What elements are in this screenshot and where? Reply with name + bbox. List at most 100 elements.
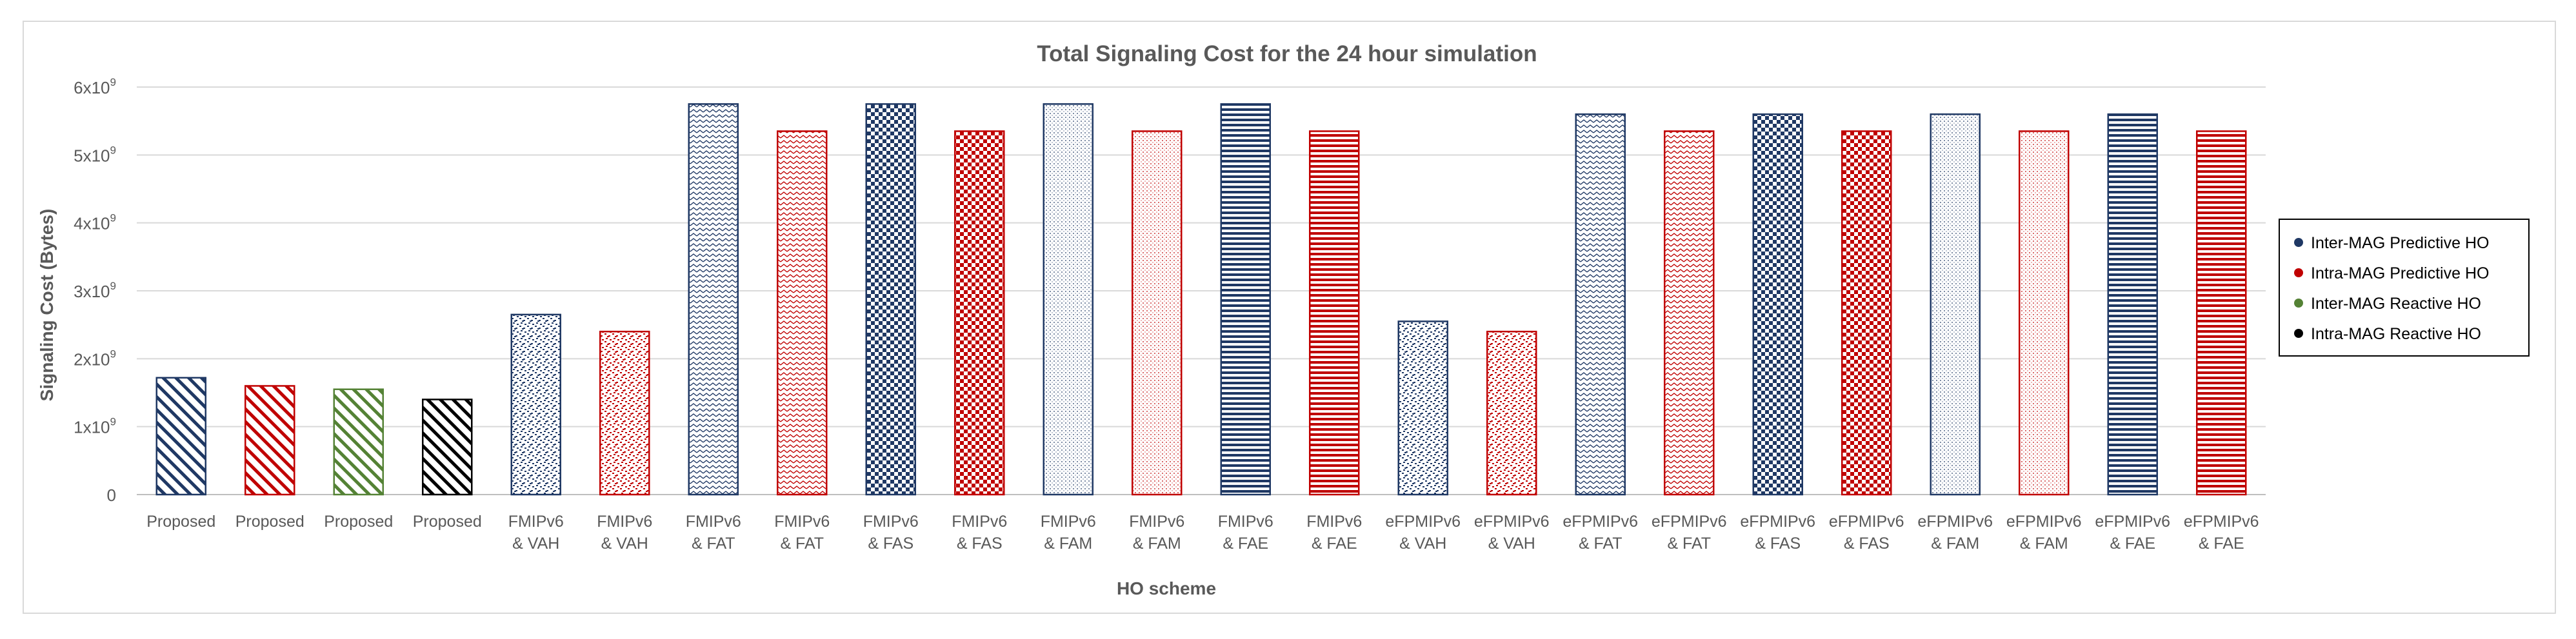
legend-marker	[2294, 268, 2303, 277]
x-tick-label-line1: eFPMIPv6	[1740, 513, 1815, 531]
x-tick-label-line1: Proposed	[413, 513, 482, 531]
bar	[510, 313, 561, 496]
bar	[2107, 113, 2158, 496]
x-tick-label-line1: FMIPv6	[952, 513, 1007, 531]
x-tick-label-line2: & VAH	[512, 535, 559, 553]
bar	[1220, 103, 1271, 496]
x-tick-label-line2: & FAM	[2020, 535, 2068, 553]
x-tick-label-line1: Proposed	[146, 513, 215, 531]
x-tick-label-line2: & VAH	[1488, 535, 1535, 553]
y-tick-base: 3x10	[74, 282, 110, 301]
x-tick-label-line2: & FAE	[2199, 535, 2244, 553]
x-tick-label-line1: eFPMIPv6	[1563, 513, 1638, 531]
x-tick-label-line2: & FAS	[868, 535, 914, 553]
gridlines	[137, 86, 2266, 495]
bar	[599, 330, 650, 496]
legend-marker	[2294, 299, 2303, 308]
x-tick-label-line1: FMIPv6	[508, 513, 564, 531]
bar	[333, 388, 384, 496]
x-tick-label-line2: & FAS	[1844, 535, 1890, 553]
bar	[865, 103, 916, 496]
x-tick-label-line2: & FAT	[692, 535, 735, 553]
y-tick-label: 4x109	[74, 212, 116, 233]
x-tick-label-line1: eFPMIPv6	[2006, 513, 2082, 531]
bar	[1486, 330, 1537, 496]
x-tick-label-line2: & FAS	[1755, 535, 1801, 553]
y-tick-base: 4x10	[74, 214, 110, 233]
x-tick-label-line2: & FAT	[1667, 535, 1711, 553]
x-tick-label-line2: & FAM	[1931, 535, 1979, 553]
y-tick-label: 0	[107, 486, 116, 505]
x-tick-label-line1: eFPMIPv6	[1385, 513, 1461, 531]
x-axis-tick-labels: Proposed Proposed Proposed Proposed FMIPv6 & …	[146, 513, 2259, 553]
legend-marker	[2294, 238, 2303, 247]
x-tick-label-line1: eFPMIPv6	[1474, 513, 1550, 531]
bar	[155, 377, 206, 496]
x-tick-label-line1: eFPMIPv6	[1829, 513, 1904, 531]
bar	[422, 398, 473, 496]
y-tick-base: 2x10	[74, 349, 110, 369]
x-tick-label-line1: FMIPv6	[863, 513, 919, 531]
y-tick-exponent: 9	[110, 416, 116, 428]
y-tick-label: 5x109	[74, 144, 116, 165]
y-tick-base: 1x10	[74, 418, 110, 437]
legend: Inter-MAG Predictive HO Intra-MAG Predict…	[2279, 219, 2530, 357]
bar	[1309, 130, 1360, 496]
bar	[1664, 130, 1715, 496]
y-tick-exponent: 9	[110, 212, 116, 224]
bar	[2196, 130, 2247, 496]
y-tick-label: 3x109	[74, 280, 116, 301]
x-tick-label-line1: eFPMIPv6	[1917, 513, 1993, 531]
x-axis-title: HO scheme	[1117, 578, 1216, 598]
bar	[1043, 103, 1093, 496]
x-tick-label-line2: & FAM	[1133, 535, 1181, 553]
legend-label: Intra-MAG Reactive HO	[2311, 325, 2481, 343]
x-tick-label-line1: FMIPv6	[597, 513, 652, 531]
bar	[1575, 113, 1626, 496]
x-tick-label-line2: & FAE	[1312, 535, 1357, 553]
bars	[155, 103, 2247, 496]
x-tick-label-line1: Proposed	[324, 513, 393, 531]
x-tick-label-line1: FMIPv6	[1306, 513, 1362, 531]
x-tick-label-line2: & FAS	[957, 535, 1003, 553]
bar	[777, 130, 828, 496]
legend-label: Inter-MAG Predictive HO	[2311, 234, 2489, 252]
x-tick-label-line1: FMIPv6	[774, 513, 830, 531]
y-tick-base: 6x10	[74, 78, 110, 97]
x-tick-label-line2: & FAM	[1044, 535, 1092, 553]
bar	[1841, 130, 1892, 496]
x-tick-label-line2: & FAT	[1579, 535, 1622, 553]
bar	[1132, 130, 1183, 496]
x-tick-label-line2: & FAE	[2110, 535, 2155, 553]
x-tick-label-line1: FMIPv6	[1218, 513, 1273, 531]
y-axis-title: Signaling Cost (Bytes)	[37, 209, 57, 402]
bar	[245, 385, 295, 496]
x-tick-label-line2: & VAH	[1399, 535, 1446, 553]
y-tick-exponent: 9	[110, 76, 116, 88]
chart-title: Total Signaling Cost for the 24 hour sim…	[1037, 41, 1537, 66]
x-tick-label-line1: eFPMIPv6	[2184, 513, 2259, 531]
y-tick-exponent: 9	[110, 144, 116, 156]
y-tick-exponent: 9	[110, 348, 116, 360]
y-tick-label: 6x109	[74, 76, 116, 97]
x-tick-label-line2: & FAE	[1223, 535, 1268, 553]
y-tick-base: 0	[107, 486, 116, 505]
bar	[1397, 320, 1448, 496]
bar	[1930, 113, 1981, 496]
x-tick-label-line1: eFPMIPv6	[1652, 513, 1727, 531]
y-tick-base: 5x10	[74, 146, 110, 165]
x-tick-label-line1: FMIPv6	[1041, 513, 1096, 531]
bar	[688, 103, 739, 496]
bar	[954, 130, 1005, 496]
y-tick-label: 1x109	[74, 416, 116, 437]
x-tick-label-line1: FMIPv6	[686, 513, 741, 531]
bar	[2019, 130, 2070, 496]
y-tick-label: 2x109	[74, 348, 116, 369]
x-tick-label-line2: & FAT	[780, 535, 824, 553]
legend-label: Intra-MAG Predictive HO	[2311, 264, 2489, 282]
chart-border	[23, 21, 2556, 614]
x-tick-label-line2: & VAH	[601, 535, 648, 553]
